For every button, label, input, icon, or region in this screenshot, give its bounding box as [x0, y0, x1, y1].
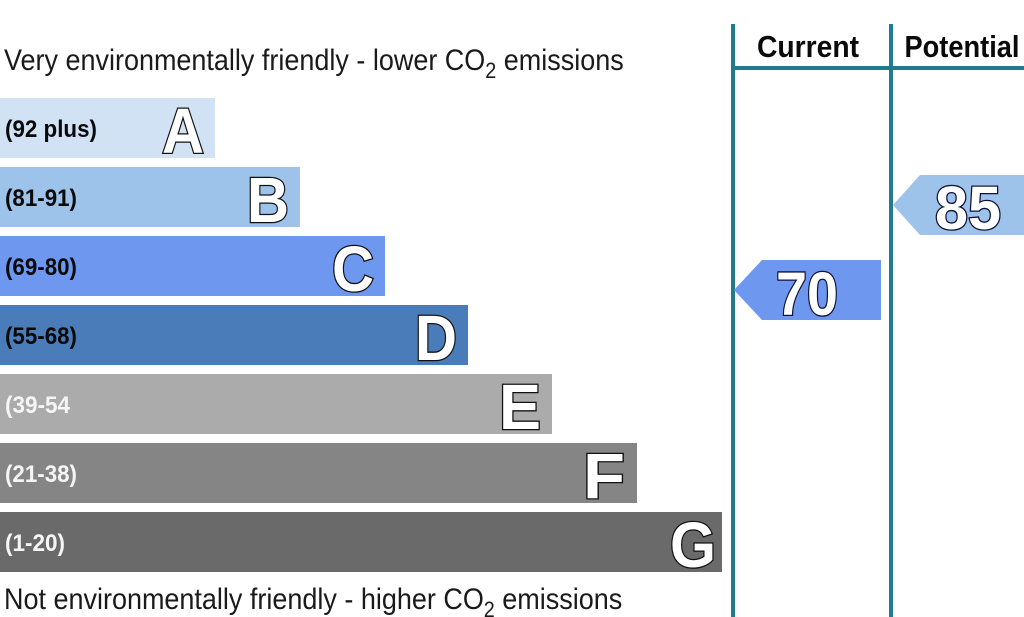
svg-text:70: 70	[776, 260, 838, 328]
svg-text:(39-54: (39-54	[5, 392, 71, 419]
svg-text:(81-91): (81-91)	[5, 185, 77, 212]
svg-text:A: A	[162, 95, 204, 167]
svg-text:(21-38): (21-38)	[5, 461, 77, 488]
svg-text:C: C	[332, 233, 374, 305]
svg-text:(55-68): (55-68)	[5, 323, 77, 350]
svg-text:B: B	[247, 164, 289, 236]
svg-text:85: 85	[935, 174, 1001, 242]
svg-text:G: G	[670, 509, 716, 581]
svg-text:(92 plus): (92 plus)	[5, 116, 97, 143]
svg-text:D: D	[415, 302, 457, 374]
svg-text:Potential: Potential	[905, 29, 1020, 64]
svg-text:E: E	[499, 371, 541, 443]
svg-text:Very environmentally friendly: Very environmentally friendly - lower CO…	[4, 44, 624, 84]
svg-text:Not environmentally friendly -: Not environmentally friendly - higher CO…	[4, 583, 622, 617]
svg-text:Current: Current	[757, 29, 859, 64]
svg-text:F: F	[583, 440, 625, 512]
svg-text:(1-20): (1-20)	[5, 530, 65, 557]
svg-text:(69-80): (69-80)	[5, 254, 77, 281]
